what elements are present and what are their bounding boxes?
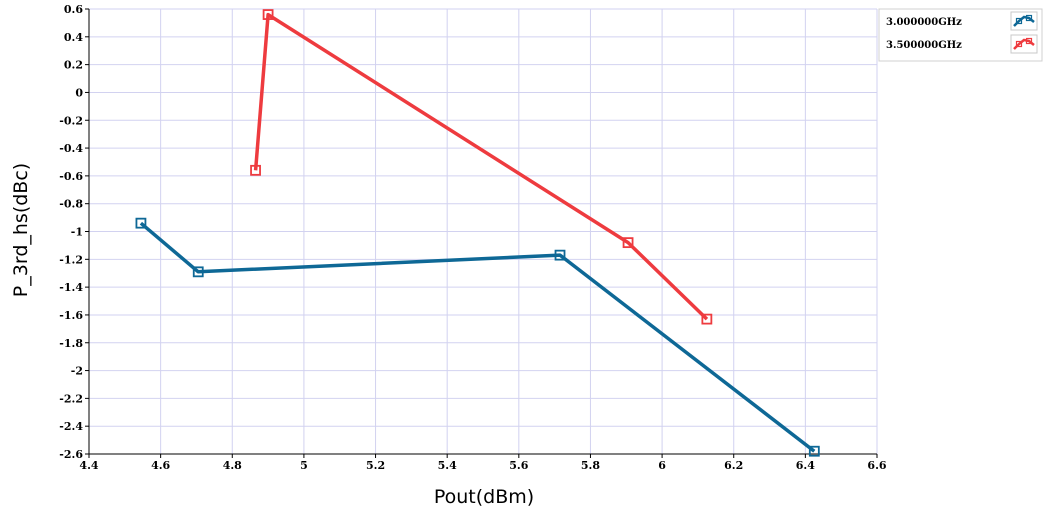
data-point	[554, 249, 566, 261]
data-point	[808, 445, 820, 457]
series-1	[250, 9, 713, 325]
x-tick-labels: 4.4 4.6 4.8 5 5.2 5.4 5.6 5.8 6 6.2 6.4 6.6	[79, 459, 886, 472]
x-tick-label: 6.4	[796, 459, 815, 472]
data-point	[701, 313, 713, 325]
y-tick-label: 0.6	[64, 3, 83, 16]
x-tick-label: 5	[300, 459, 308, 472]
legend-swatch	[1010, 11, 1038, 31]
y-tick-label: -0.2	[59, 114, 83, 127]
data-point	[192, 266, 204, 278]
y-tick-label: -0.8	[59, 198, 83, 211]
legend-swatch-marker	[1015, 17, 1023, 25]
x-tick-label: 6.2	[724, 459, 743, 472]
data-point	[622, 237, 634, 249]
legend-swatch-marker	[1015, 40, 1023, 48]
legend-swatch-marker	[1025, 14, 1033, 22]
x-axis-label: Pout(dBm)	[434, 486, 534, 508]
data-point	[262, 9, 274, 20]
x-tick-label: 4.6	[151, 459, 170, 472]
legend-label: 3.000000GHz	[886, 17, 962, 28]
x-tick-label: 5.2	[366, 459, 385, 472]
y-tick-label: -1	[71, 226, 83, 239]
series-line	[139, 221, 816, 453]
y-tick-label: -2.4	[59, 420, 83, 433]
x-tick-label: 5.6	[509, 459, 528, 472]
y-tick-label: 0.4	[64, 31, 83, 44]
y-tick-label: -1.8	[59, 337, 83, 350]
legend: 3.000000GHz 3.500000GHz	[878, 8, 1043, 62]
data-point	[250, 164, 261, 176]
legend-label: 3.500000GHz	[886, 40, 962, 51]
grid	[88, 8, 878, 455]
legend-swatch-marker	[1025, 37, 1033, 45]
series-line	[253, 12, 709, 321]
x-tick-label: 5.4	[438, 459, 457, 472]
y-tick-label: -1.6	[59, 309, 83, 322]
y-tick-label: -2	[71, 365, 83, 378]
y-tick-label: -1.2	[59, 253, 83, 266]
legend-swatch-line	[1013, 15, 1035, 27]
y-tick-label: 0	[75, 86, 83, 99]
y-axis-label: P_3rd_hs(dBc)	[10, 163, 32, 297]
x-tick-label: 6	[658, 459, 666, 472]
axes	[85, 8, 878, 458]
x-tick-label: 4.4	[79, 459, 98, 472]
y-tick-label: 0.2	[64, 59, 83, 72]
legend-swatch-line	[1013, 38, 1035, 50]
y-tick-label: -1.4	[59, 281, 83, 294]
legend-swatch	[1010, 34, 1038, 54]
x-tick-label: 6.6	[867, 459, 886, 472]
y-tick-labels: 0.6 0.4 0.2 0 -0.2 -0.4 -0.6 -0.8 -1 -1.2 -1.4 -1.6…	[59, 3, 83, 461]
y-tick-label: -2.6	[59, 448, 83, 461]
x-tick-label: 4.8	[223, 459, 242, 472]
x-tick-label: 5.8	[581, 459, 600, 472]
series-0	[135, 217, 820, 457]
y-tick-label: -2.2	[59, 392, 83, 405]
y-tick-label: -0.6	[59, 170, 83, 183]
y-tick-label: -0.4	[59, 142, 83, 155]
data-point	[135, 217, 147, 229]
series-group	[135, 9, 820, 457]
